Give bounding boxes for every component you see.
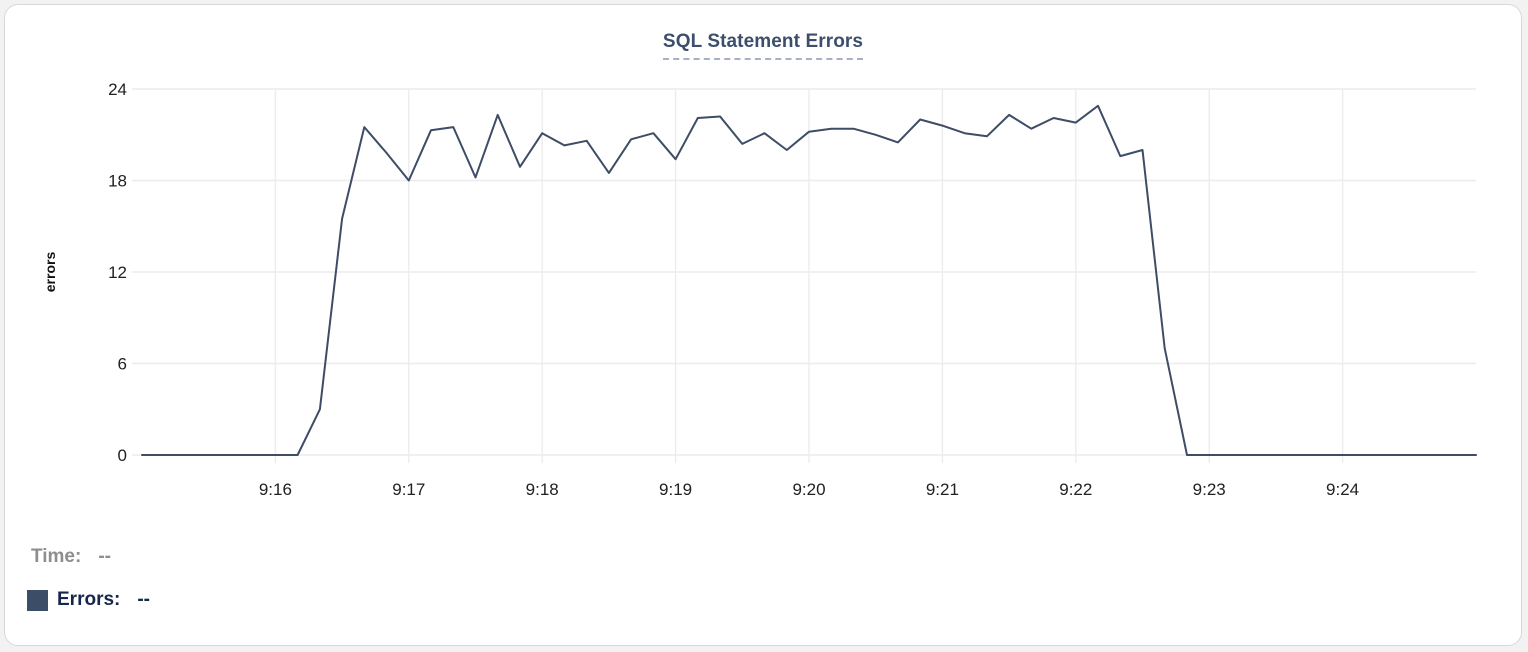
x-tick-label: 9:17 — [392, 480, 425, 499]
errors-label: Errors: — [57, 589, 121, 610]
time-label: Time: — [31, 546, 82, 567]
errors-value: -- — [137, 589, 151, 610]
y-tick-label: 12 — [108, 263, 127, 282]
errors-series-line[interactable] — [141, 104, 1477, 456]
x-tick-label: 9:22 — [1059, 480, 1092, 499]
x-tick-label: 9:16 — [259, 480, 292, 499]
y-tick-label: 24 — [108, 80, 127, 99]
legend-errors-row: Errors: -- — [27, 589, 150, 611]
chart-card: SQL Statement Errors 0 6 12 18 24 9:16 9:17 9:1… — [4, 4, 1522, 646]
time-value: -- — [98, 546, 111, 567]
x-tick-label: 9:19 — [659, 480, 692, 499]
y-axis-title: errors — [42, 252, 58, 293]
sql-errors-line-chart[interactable]: 0 6 12 18 24 9:16 9:17 9:18 9:19 9:20 9:21 9:22 9:23… — [5, 5, 1528, 520]
x-tick-label: 9:24 — [1326, 480, 1359, 499]
chart-title[interactable]: SQL Statement Errors — [662, 31, 864, 60]
x-tick-label: 9:23 — [1193, 480, 1226, 499]
y-tick-label: 0 — [118, 446, 127, 465]
x-tick-label: 9:18 — [526, 480, 559, 499]
x-tick-label: 9:21 — [926, 480, 959, 499]
chart-header: SQL Statement Errors — [5, 31, 1521, 60]
hover-readout-time: Time: -- — [31, 546, 111, 568]
y-tick-label: 6 — [118, 355, 127, 374]
x-tick-label: 9:20 — [792, 480, 825, 499]
errors-series-swatch — [27, 589, 48, 611]
y-tick-label: 18 — [108, 172, 127, 191]
